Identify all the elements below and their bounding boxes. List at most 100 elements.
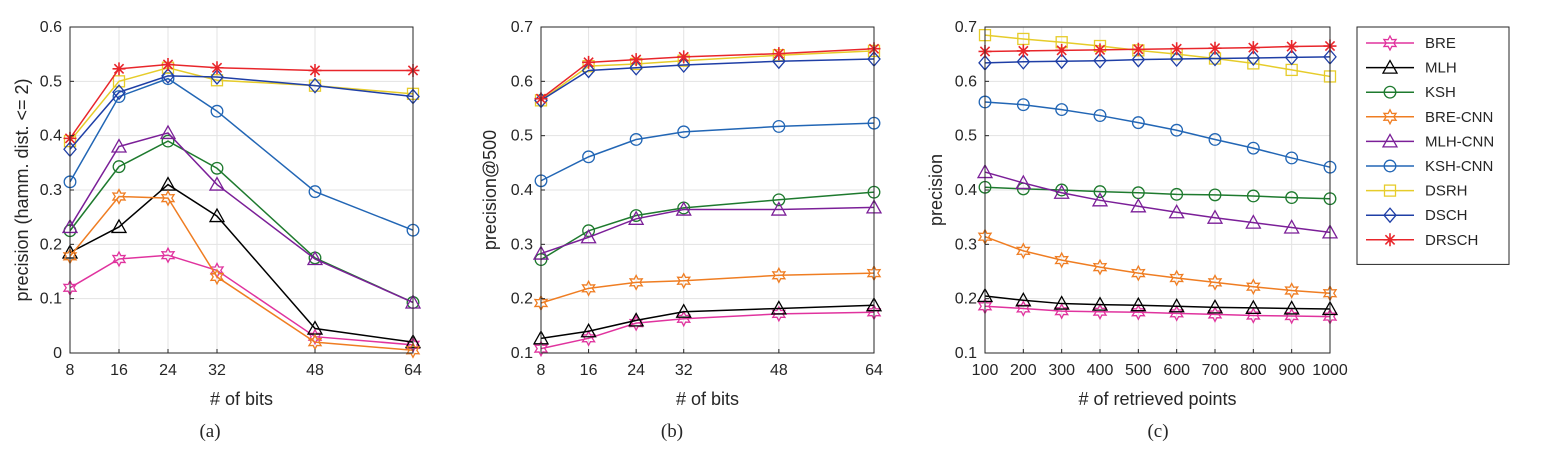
legend-label: BRE [1425, 35, 1456, 52]
legend-label: DSCH [1425, 207, 1468, 224]
data-point-mlh [110, 218, 128, 234]
series-line-drsch [69, 63, 413, 139]
x-tick-label: 400 [1087, 362, 1114, 379]
y-tick-label: 0.6 [955, 73, 977, 90]
x-tick-label: 600 [1163, 362, 1190, 379]
data-point-ksh-cnn [1016, 98, 1030, 112]
series-ksh-cnn [978, 95, 1337, 174]
series-mlh-cnn [976, 163, 1339, 239]
data-point-bre [533, 340, 549, 358]
y-tick-label: 0.5 [955, 128, 977, 145]
y-tick-label: 0.5 [40, 73, 62, 90]
data-point-dsrh [112, 75, 126, 88]
data-point-drsch [677, 50, 691, 64]
data-point-ksh [1208, 188, 1222, 202]
data-point-ksh-cnn [1093, 109, 1107, 123]
data-point-mlh [1168, 297, 1185, 313]
series-line-bre [984, 305, 1331, 318]
y-tick-label: 0.2 [511, 291, 533, 308]
x-tick-label: 16 [110, 362, 128, 379]
chart-a: 8 16 24 32 48 64 0 0.1 0.2 0.3 0.4 0.5 0.6 # of bits p… [12, 19, 422, 442]
data-point-mlh-cnn [1206, 209, 1224, 224]
series-line-mlh-cnn [69, 132, 414, 304]
legend-label: DSRH [1425, 183, 1468, 200]
series-line-dsrh [540, 50, 875, 101]
data-point-drsch [161, 57, 175, 71]
legend: BRE MLH KSH BRE-CNN MLH-CNN KSH-CNN DSRH DSCH DR… [1356, 26, 1510, 265]
data-point-mlh [1053, 295, 1070, 310]
data-point-mlh-cnn [770, 201, 787, 216]
x-tick-label: 8 [537, 362, 546, 379]
data-point-ksh-cnn [1285, 151, 1299, 165]
data-point-bre-cnn [405, 341, 421, 359]
data-point-dsch [161, 67, 175, 84]
data-point-bre-cnn [676, 272, 692, 290]
data-point-dsch [772, 53, 786, 70]
x-tick-label: 32 [208, 362, 226, 379]
data-point-mlh [208, 207, 226, 223]
data-point-ksh [1055, 183, 1069, 197]
x-axis-label: # of retrieved points [1078, 389, 1236, 409]
series-line-dsch [984, 56, 1331, 64]
data-point-mlh-cnn [580, 228, 597, 244]
data-point-mlh [628, 312, 645, 327]
data-point-drsch [1170, 42, 1184, 56]
data-point-ksh [629, 209, 643, 222]
data-point-ksh [112, 160, 126, 174]
data-point-mlh-cnn [1091, 191, 1109, 207]
data-point-bre [771, 305, 787, 323]
data-point-mlh-cnn [306, 250, 324, 266]
y-tick-label: 0.7 [955, 19, 977, 36]
data-point-dsch [1246, 49, 1261, 66]
series-line-bre-cnn [984, 236, 1331, 294]
legend-label: KSH [1425, 84, 1456, 101]
x-tick-label: 1000 [1312, 362, 1348, 379]
series-line-ksh [69, 140, 414, 304]
data-point-ksh [1246, 189, 1260, 203]
data-point-bre-cnn [1054, 251, 1069, 269]
data-point-mlh-cnn [628, 210, 645, 225]
data-point-ksh-cnn [210, 104, 224, 118]
data-point-bre-cnn [581, 279, 596, 297]
x-tick-label: 48 [306, 362, 324, 379]
data-point-bre [160, 246, 176, 264]
data-point-mlh-cnn [1245, 214, 1262, 229]
data-point-dsch [1131, 51, 1146, 68]
legend-entry-dsch: DSCH [1366, 207, 1468, 224]
series-line-bre-cnn [69, 195, 414, 352]
chart-b: 8 16 24 32 48 64 0.1 0.2 0.3 0.4 0.5 0.6 0.7 # of bit… [480, 19, 883, 442]
series-line-ksh-cnn [984, 101, 1331, 168]
series-dsch [978, 48, 1337, 71]
legend-label: BRE-CNN [1425, 109, 1493, 126]
data-point-ksh-cnn [1131, 116, 1145, 130]
data-point-dsch [308, 77, 322, 94]
data-point-mlh-cnn [159, 124, 177, 140]
data-point-drsch [1131, 42, 1145, 56]
data-point-bre [111, 250, 127, 268]
data-point-mlh [1245, 299, 1262, 315]
legend-label: DRSCH [1425, 232, 1478, 249]
data-point-mlh-cnn [1053, 184, 1070, 199]
data-point-bre-cnn [1131, 264, 1146, 282]
series-line-ksh-cnn [69, 77, 414, 231]
data-point-mlh-cnn [1168, 203, 1185, 219]
data-point-drsch [112, 62, 126, 76]
y-tick-label: 0.4 [40, 128, 62, 145]
data-point-mlh [1206, 299, 1224, 314]
y-tick-label: 0.1 [40, 291, 62, 308]
data-point-mlh-cnn [110, 138, 128, 153]
y-axis-label: precision [926, 154, 946, 226]
y-tick-label: 0.2 [40, 236, 62, 253]
legend-marker-dsrh [1383, 184, 1397, 197]
chart-caption: (a) [199, 421, 220, 442]
legend-label: MLH [1425, 60, 1457, 77]
y-tick-label: 0.3 [511, 236, 533, 253]
x-axis-label: # of bits [676, 389, 739, 409]
y-tick-label: 0.1 [511, 345, 533, 362]
data-point-drsch [1285, 40, 1299, 54]
y-axis-label: precision@500 [480, 130, 500, 250]
legend-marker-mlh [1381, 59, 1399, 74]
legend-marker-dsch [1383, 207, 1397, 224]
legend-entry-dsrh: DSRH [1366, 183, 1468, 200]
x-tick-label: 8 [66, 362, 75, 379]
